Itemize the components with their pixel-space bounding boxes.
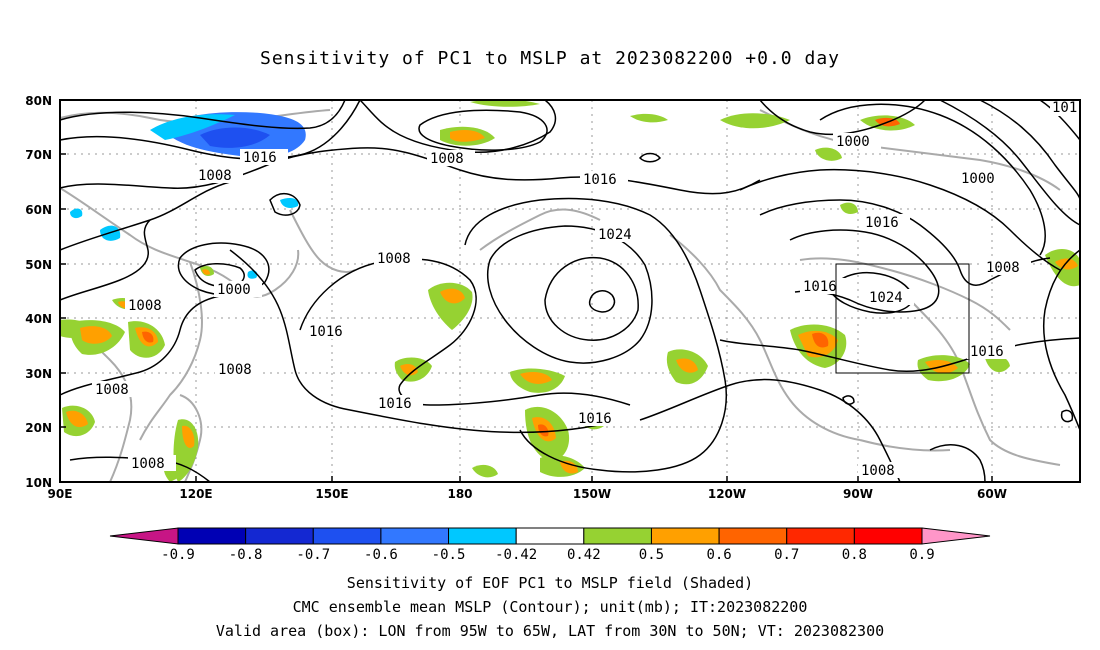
contour-label: 1000 bbox=[836, 134, 870, 150]
colorbar-tick-label: -0.42 bbox=[495, 547, 537, 563]
lon-label-60w: 60W bbox=[977, 487, 1007, 501]
contour-label: 1000 bbox=[961, 171, 995, 187]
contour-label: 1016 bbox=[243, 150, 277, 166]
contour-label: 1008 bbox=[218, 362, 252, 378]
contour-label: 1008 bbox=[131, 456, 165, 472]
colorbar-arrow-high bbox=[921, 527, 991, 545]
lon-label-150e: 150E bbox=[315, 487, 348, 501]
colorbar-tick-label: 0.7 bbox=[774, 547, 799, 563]
colorbar-segment bbox=[380, 527, 450, 545]
contour-label: 1008 bbox=[986, 260, 1020, 276]
colorbar-segment bbox=[448, 527, 517, 545]
lat-label-50n: 50N bbox=[25, 258, 52, 272]
lon-label-90e: 90E bbox=[48, 487, 73, 501]
valid-area-box bbox=[835, 263, 970, 374]
lat-label-30n: 30N bbox=[25, 367, 52, 381]
contour-label: 1016 bbox=[578, 411, 612, 427]
contour-label: 101 bbox=[1052, 100, 1077, 116]
contour-label: 1016 bbox=[309, 324, 343, 340]
contour-label: 1008 bbox=[861, 463, 895, 479]
colorbar-segment bbox=[853, 527, 923, 545]
lon-label-120e: 120E bbox=[179, 487, 212, 501]
contour-label: 1008 bbox=[128, 298, 162, 314]
colorbar-tick-label: 0.9 bbox=[909, 547, 934, 563]
contour-label: 1024 bbox=[869, 290, 903, 306]
colorbar-arrow-low bbox=[109, 527, 179, 545]
tick-marks bbox=[60, 153, 993, 482]
colorbar-tick-label: 0.8 bbox=[842, 547, 867, 563]
colorbar-tick-label: -0.9 bbox=[161, 547, 195, 563]
lat-labels: 80N 70N 60N 50N 40N 30N 20N 10N bbox=[25, 94, 52, 490]
mslp-contours bbox=[59, 99, 1081, 483]
lon-label-90w: 90W bbox=[843, 487, 873, 501]
colorbar-segment bbox=[786, 527, 855, 545]
lat-label-40n: 40N bbox=[25, 312, 52, 326]
colorbar-segment bbox=[583, 527, 652, 545]
lon-label-180: 180 bbox=[447, 487, 472, 501]
contour-label: 1008 bbox=[377, 251, 411, 267]
gridlines bbox=[60, 100, 1080, 482]
lon-labels: 90E 120E 150E 180 150W 120W 90W 60W bbox=[48, 487, 1007, 501]
contour-label: 1016 bbox=[378, 396, 412, 412]
colorbar-segment bbox=[718, 527, 788, 545]
colorbar-segment bbox=[515, 527, 585, 545]
contour-label: 1008 bbox=[430, 151, 464, 167]
contour-label: 1008 bbox=[198, 168, 232, 184]
footer-line-3: Valid area (box): LON from 95W to 65W, L… bbox=[215, 622, 885, 640]
plot-frame bbox=[59, 99, 1081, 483]
colorbar-tick-label: -0.5 bbox=[432, 547, 466, 563]
contour-label: 1000 bbox=[217, 282, 251, 298]
colorbar-tick-label: 0.6 bbox=[706, 547, 731, 563]
colorbar-tick-label: 0.5 bbox=[639, 547, 664, 563]
colorbar: -0.9 -0.8 -0.7 -0.6 -0.5 -0.42 0.42 0.5 0.6 0.7 0.… bbox=[109, 527, 991, 563]
contour-label: 1008 bbox=[95, 382, 129, 398]
lon-label-120w: 120W bbox=[708, 487, 746, 501]
footer-line-1: Sensitivity of EOF PC1 to MSLP field (Sh… bbox=[346, 574, 754, 592]
lat-label-10n: 10N bbox=[25, 476, 52, 490]
contour-label: 1016 bbox=[803, 279, 837, 295]
colorbar-segment bbox=[245, 527, 314, 545]
contour-label: 1016 bbox=[970, 344, 1004, 360]
contour-labels: 1016 1008 1008 1016 1000 1000 1016 1024 … bbox=[92, 100, 1080, 479]
lat-label-80n: 80N bbox=[25, 94, 52, 108]
colorbar-tick-label: -0.7 bbox=[296, 547, 330, 563]
chart-title: Sensitivity of PC1 to MSLP at 2023082200… bbox=[259, 48, 840, 69]
colorbar-tick-label: -0.8 bbox=[229, 547, 263, 563]
lon-label-150w: 150W bbox=[573, 487, 611, 501]
colorbar-tick-label: 0.42 bbox=[567, 547, 601, 563]
lat-label-70n: 70N bbox=[25, 148, 52, 162]
colorbar-tick-label: -0.6 bbox=[364, 547, 398, 563]
footer-line-2: CMC ensemble mean MSLP (Contour); unit(m… bbox=[292, 598, 808, 616]
colorbar-segment bbox=[650, 527, 720, 545]
lat-label-60n: 60N bbox=[25, 203, 52, 217]
lat-label-20n: 20N bbox=[25, 421, 52, 435]
contour-label: 1016 bbox=[865, 215, 899, 231]
colorbar-segment bbox=[177, 527, 247, 545]
colorbar-segment bbox=[312, 527, 382, 545]
contour-label: 1024 bbox=[598, 227, 632, 243]
contour-label: 1016 bbox=[583, 172, 617, 188]
shading bbox=[60, 99, 1080, 482]
